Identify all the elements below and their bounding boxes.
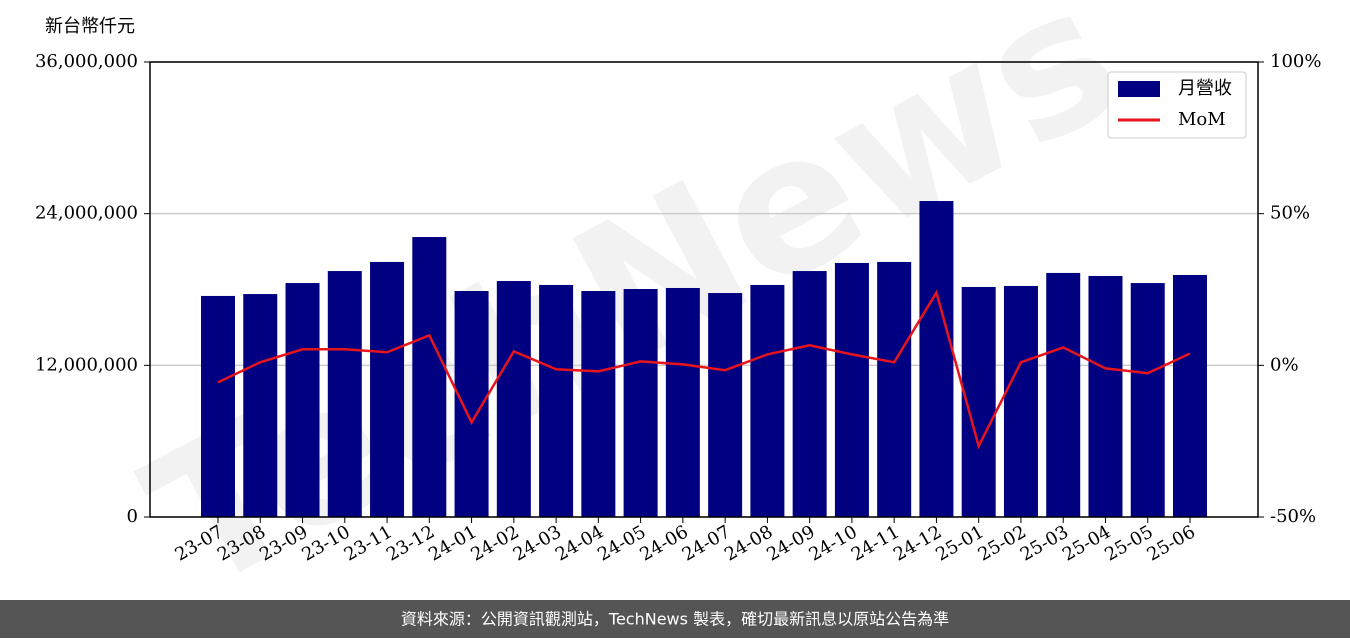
bar xyxy=(539,284,574,517)
legend-label: MoM xyxy=(1178,109,1226,130)
y-tick-label: 24,000,000 xyxy=(35,203,138,224)
y-tick-label: 12,000,000 xyxy=(35,354,138,375)
bar xyxy=(370,261,405,517)
y-axis-unit: 新台幣仟元 xyxy=(45,16,135,37)
bar xyxy=(1003,285,1038,517)
bar xyxy=(623,288,658,517)
plot-frame xyxy=(149,61,1259,518)
bar xyxy=(665,287,700,517)
bar xyxy=(412,237,447,517)
bar xyxy=(243,294,278,517)
bar xyxy=(792,271,827,517)
legend-label: 月營收 xyxy=(1178,78,1232,99)
bar xyxy=(750,284,785,517)
y2-tick-label: 50% xyxy=(1270,203,1310,224)
footer-text: 資料來源：公開資訊觀測站，TechNews 製表，確切最新訊息以原站公告為準 xyxy=(401,610,949,629)
line xyxy=(217,289,1191,450)
bar xyxy=(919,201,954,517)
bar xyxy=(877,261,912,517)
y2-tick-label: 0% xyxy=(1270,354,1299,375)
y-tick-label: 0 xyxy=(127,506,138,527)
bar xyxy=(1088,275,1123,517)
bar xyxy=(834,262,869,517)
footer-bar xyxy=(0,600,1350,638)
legend-swatch xyxy=(1118,81,1160,97)
y2-tick-label: 100% xyxy=(1270,51,1321,72)
bar xyxy=(581,291,616,517)
bar xyxy=(708,293,743,517)
x-tick-label: 25-06 xyxy=(1144,521,1199,565)
bar xyxy=(327,271,362,517)
bar xyxy=(1046,272,1081,517)
y-tick-label: 36,000,000 xyxy=(35,51,138,72)
bar xyxy=(201,295,235,517)
bar xyxy=(496,281,531,517)
bar xyxy=(1130,283,1165,517)
y2-tick-label: -50% xyxy=(1270,506,1316,527)
bar xyxy=(285,283,320,517)
bar xyxy=(1173,274,1207,517)
